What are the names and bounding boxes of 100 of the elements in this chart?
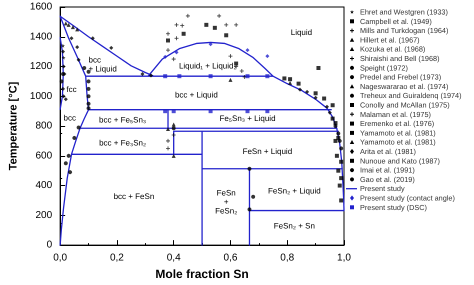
point <box>163 74 168 78</box>
point <box>305 90 310 94</box>
point <box>328 110 332 115</box>
point <box>339 160 344 164</box>
point <box>228 54 232 58</box>
point <box>240 68 244 73</box>
point <box>186 14 190 18</box>
x-axis-title: Mole fraction Sn <box>155 267 249 281</box>
point <box>166 127 170 132</box>
point <box>330 116 335 121</box>
annotation: fcc <box>66 85 77 94</box>
point <box>296 82 301 86</box>
annotation: bcc + FeSn <box>114 192 154 202</box>
point <box>60 50 65 54</box>
point <box>66 22 71 27</box>
point <box>224 22 228 27</box>
point <box>324 104 329 109</box>
point <box>288 80 292 85</box>
point <box>174 22 179 27</box>
point <box>208 74 213 78</box>
point <box>334 154 339 158</box>
x-tick-label: 0,0 <box>53 252 68 264</box>
point <box>76 126 81 130</box>
point <box>314 96 318 100</box>
point <box>265 74 270 78</box>
point <box>288 77 292 82</box>
y-tick-label: 400 <box>35 180 53 192</box>
point <box>109 46 114 50</box>
annotation: FeSn₂ + Sn <box>274 221 315 230</box>
y-tick-label: 800 <box>35 120 53 132</box>
point <box>75 45 80 50</box>
point <box>166 138 170 143</box>
point <box>172 122 176 127</box>
point <box>148 73 153 78</box>
annotation: bcc + Fe₅Sn₃ <box>99 116 146 125</box>
point <box>245 74 250 78</box>
x-tick-label: 0,8 <box>280 252 295 264</box>
annotation: FeSn₂ + Liquid <box>268 186 321 196</box>
point <box>172 154 176 158</box>
point <box>333 138 338 143</box>
point <box>140 72 144 76</box>
point <box>86 86 91 91</box>
point <box>314 91 318 96</box>
y-tick-label: 1200 <box>30 61 53 72</box>
point <box>339 198 344 202</box>
y-tick-label: 1600 <box>30 2 53 12</box>
point <box>66 154 71 158</box>
point <box>180 24 184 28</box>
annotation: bcc <box>64 113 76 122</box>
point <box>82 66 86 70</box>
point <box>60 44 65 48</box>
point <box>234 22 238 27</box>
point <box>282 76 286 80</box>
point <box>60 79 64 84</box>
point <box>322 96 326 101</box>
point <box>251 194 256 199</box>
point <box>338 138 342 143</box>
point <box>68 170 72 174</box>
point <box>336 131 340 136</box>
point <box>333 124 338 128</box>
y-axis-title: Temperature [°C] <box>8 81 20 170</box>
point <box>86 106 91 110</box>
annotation: bcc + Fe₃Sn₂ <box>99 138 146 148</box>
point <box>62 56 66 60</box>
point <box>166 38 170 42</box>
y-tick-label: 1400 <box>30 31 53 42</box>
y-tick-label: 600 <box>35 150 53 162</box>
point <box>76 58 81 62</box>
point <box>163 54 168 59</box>
point <box>338 184 342 188</box>
point <box>166 146 170 150</box>
point <box>70 36 74 40</box>
point <box>212 26 217 30</box>
point <box>166 32 170 36</box>
point <box>172 57 176 62</box>
point <box>75 27 80 32</box>
point <box>339 146 344 150</box>
y-tick-label: 200 <box>35 210 53 221</box>
annotation: bcc + Liquid <box>174 90 218 100</box>
point <box>316 66 320 70</box>
point <box>204 22 208 27</box>
point <box>247 207 252 212</box>
point <box>182 32 186 36</box>
point <box>177 74 182 78</box>
point <box>217 14 222 18</box>
y-tick-label: 1000 <box>30 90 53 102</box>
x-tick-label: 0,6 <box>224 252 238 264</box>
point <box>228 78 232 82</box>
annotation: bcc + Liquid <box>88 55 117 74</box>
point <box>86 94 91 98</box>
point <box>86 79 91 84</box>
annotation: FeSn + FeSn₂ <box>215 188 238 216</box>
x-tick-label: 0,4 <box>166 252 182 264</box>
point <box>60 86 65 91</box>
point <box>172 126 176 130</box>
point <box>224 33 228 38</box>
point <box>64 21 68 26</box>
point <box>336 168 340 173</box>
annotation: Fe₅Sn₃ + Liquid <box>219 114 276 124</box>
point <box>174 36 179 40</box>
